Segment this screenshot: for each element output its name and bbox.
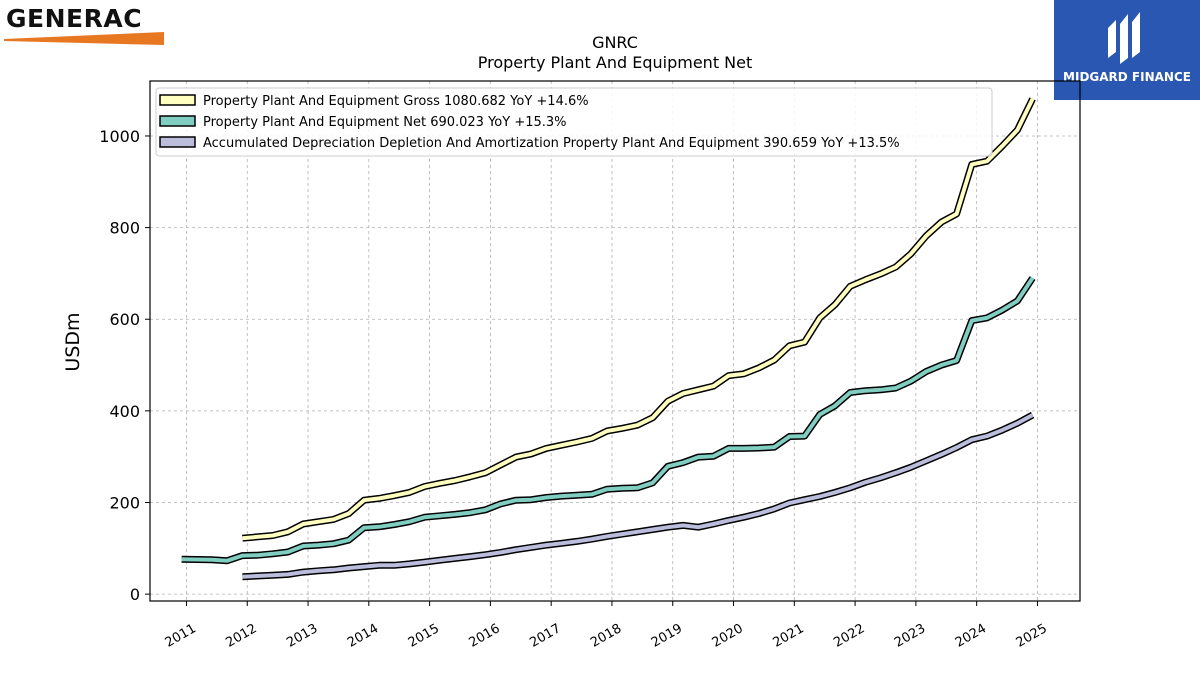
legend-swatch: [159, 136, 196, 148]
x-axis: 2011 2012 2013 2014 2015 2016 2017 2018 2019 2020…: [163, 601, 1050, 651]
y-tick-label: 1000: [99, 127, 140, 146]
legend-entry: Property Plant And Equipment Gross 1080.…: [203, 94, 589, 109]
y-tick-label: 400: [109, 402, 140, 421]
series-line-2: [242, 413, 1034, 579]
y-tick-label: 600: [109, 310, 140, 329]
series-outline-2: [242, 411, 1035, 581]
legend-swatch: [159, 94, 196, 106]
y-tick-label: 800: [109, 219, 140, 238]
chart-title: GNRC: [592, 33, 638, 52]
chart-subtitle: Property Plant And Equipment Net: [478, 53, 753, 72]
midgard-finance-logo: MIDGARD FINANCE: [1054, 0, 1200, 100]
x-tick-label: 2024: [953, 621, 989, 651]
series-layer: [181, 97, 1036, 581]
y-axis: 0 200 400 600 800 1000: [99, 127, 150, 604]
y-tick-label: 200: [109, 493, 140, 512]
legend-box: [155, 87, 993, 157]
x-tick-label: 2020: [710, 621, 746, 651]
plot-area: [149, 80, 1081, 602]
x-tick-label: 2014: [345, 621, 381, 651]
series-line-1: [181, 276, 1035, 563]
generac-logo-text: GENERAC: [6, 4, 143, 33]
x-tick-label: 2012: [223, 621, 259, 651]
legend-swatch: [159, 115, 196, 127]
legend: Property Plant And Equipment Gross 1080.…: [155, 87, 993, 157]
legend-entry: Property Plant And Equipment Net 690.023…: [203, 115, 567, 130]
x-tick-label: 2022: [831, 621, 867, 651]
midgard-mark-icon: [1108, 12, 1140, 64]
x-tick-label: 2016: [467, 621, 503, 651]
y-tick-label: 0: [130, 585, 140, 604]
x-tick-label: 2013: [284, 621, 320, 651]
series-outline-0: [242, 97, 1036, 542]
series-outline-1: [181, 276, 1036, 565]
x-tick-label: 2025: [1014, 621, 1050, 651]
series-line-0: [242, 98, 1035, 541]
x-tick-label: 2017: [527, 621, 563, 651]
x-tick-label: 2018: [588, 621, 624, 651]
x-tick-label: 2015: [406, 621, 442, 651]
x-tick-label: 2019: [649, 621, 685, 651]
generac-logo-swoosh: [4, 32, 164, 45]
y-axis-label: USDm: [62, 312, 84, 371]
x-tick-label: 2023: [892, 621, 928, 651]
legend-entry: Accumulated Depreciation Depletion And A…: [203, 136, 900, 151]
generac-logo: GENERAC: [4, 4, 174, 45]
midgard-logo-text: MIDGARD FINANCE: [1063, 70, 1191, 84]
grid: [150, 81, 1080, 601]
x-tick-label: 2021: [770, 621, 806, 651]
x-tick-label: 2011: [163, 621, 199, 651]
